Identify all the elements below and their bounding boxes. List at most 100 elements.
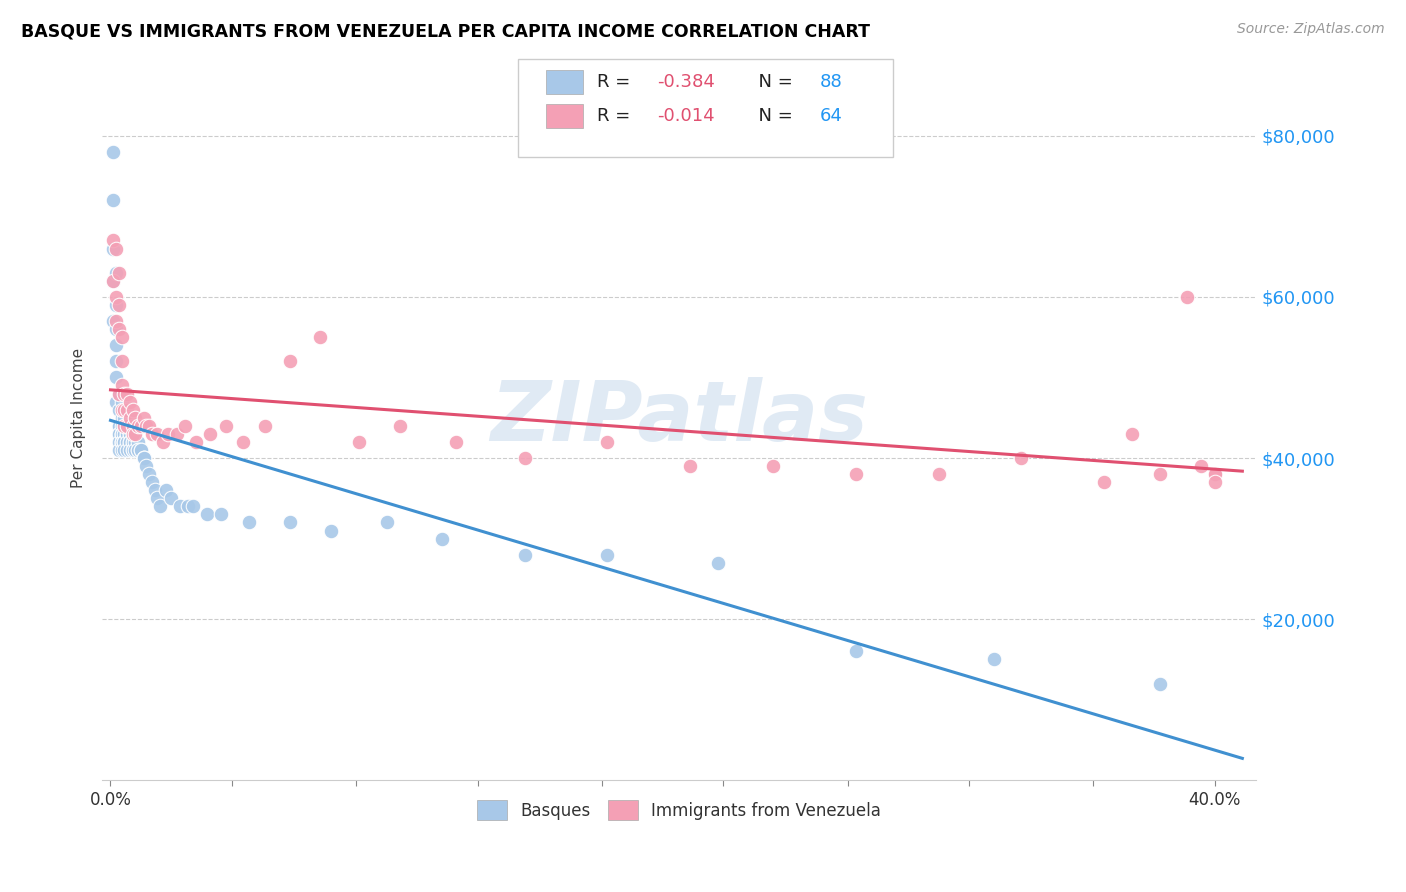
Point [1121, 426, 1143, 441]
Point [121, 426, 143, 441]
Point [762, 458, 785, 473]
Point [112, 426, 135, 441]
Point [105, 322, 128, 336]
Point [146, 426, 169, 441]
Point [166, 426, 188, 441]
Point [107, 386, 129, 401]
Point [110, 426, 132, 441]
Point [107, 442, 129, 457]
Point [118, 426, 141, 441]
Point [444, 434, 467, 449]
Point [347, 434, 370, 449]
Point [118, 410, 141, 425]
Point [155, 483, 177, 498]
Point [430, 532, 453, 546]
Point [112, 434, 135, 449]
Point [127, 418, 149, 433]
Point [112, 434, 135, 449]
Point [209, 508, 232, 522]
Text: -0.014: -0.014 [657, 107, 714, 125]
Point [110, 394, 132, 409]
Point [152, 434, 174, 449]
Point [238, 516, 260, 530]
Point [105, 298, 128, 312]
Point [105, 394, 128, 409]
Point [118, 418, 141, 433]
Point [1092, 475, 1115, 490]
Point [110, 410, 132, 425]
Point [129, 418, 152, 433]
Point [129, 442, 152, 457]
Point [103, 193, 125, 207]
Point [138, 467, 160, 482]
Point [115, 402, 138, 417]
Point [103, 274, 125, 288]
Point [132, 410, 155, 425]
Text: 64: 64 [820, 107, 842, 125]
Point [513, 450, 536, 465]
Point [143, 483, 166, 498]
Point [105, 338, 128, 352]
Point [107, 402, 129, 417]
Point [174, 418, 197, 433]
Point [375, 516, 398, 530]
Point [596, 434, 619, 449]
Point [121, 434, 143, 449]
Point [115, 426, 138, 441]
Point [135, 458, 157, 473]
Point [112, 434, 135, 449]
Point [118, 434, 141, 449]
Point [138, 418, 160, 433]
Point [112, 386, 135, 401]
Point [110, 442, 132, 457]
Point [121, 442, 143, 457]
Point [107, 426, 129, 441]
Point [103, 314, 125, 328]
Text: 88: 88 [820, 73, 842, 91]
Point [105, 290, 128, 304]
Point [121, 402, 143, 417]
Point [107, 434, 129, 449]
Point [129, 442, 152, 457]
Y-axis label: Per Capita Income: Per Capita Income [72, 348, 86, 488]
Point [110, 434, 132, 449]
Point [105, 242, 128, 256]
Point [1189, 458, 1212, 473]
Point [118, 434, 141, 449]
Point [112, 418, 135, 433]
Text: R =: R = [598, 73, 637, 91]
Point [160, 491, 183, 506]
Point [254, 418, 277, 433]
Point [707, 556, 730, 570]
Point [132, 450, 155, 465]
Point [157, 426, 180, 441]
Point [107, 322, 129, 336]
Point [105, 354, 128, 368]
Point [141, 475, 163, 490]
Point [195, 508, 218, 522]
Point [110, 434, 132, 449]
Point [928, 467, 950, 482]
Point [149, 500, 172, 514]
Text: -0.384: -0.384 [657, 73, 716, 91]
Point [1204, 475, 1226, 490]
Point [121, 426, 143, 441]
Point [845, 467, 868, 482]
FancyBboxPatch shape [517, 59, 893, 157]
Point [118, 394, 141, 409]
Point [1175, 290, 1198, 304]
Point [110, 330, 132, 344]
Point [103, 145, 125, 159]
Point [1204, 467, 1226, 482]
Point [110, 426, 132, 441]
Point [983, 652, 1005, 666]
Point [107, 426, 129, 441]
Point [121, 434, 143, 449]
Point [132, 450, 155, 465]
Point [118, 426, 141, 441]
Point [1204, 467, 1226, 482]
Point [121, 418, 143, 433]
FancyBboxPatch shape [547, 70, 583, 94]
Point [127, 434, 149, 449]
Point [115, 434, 138, 449]
